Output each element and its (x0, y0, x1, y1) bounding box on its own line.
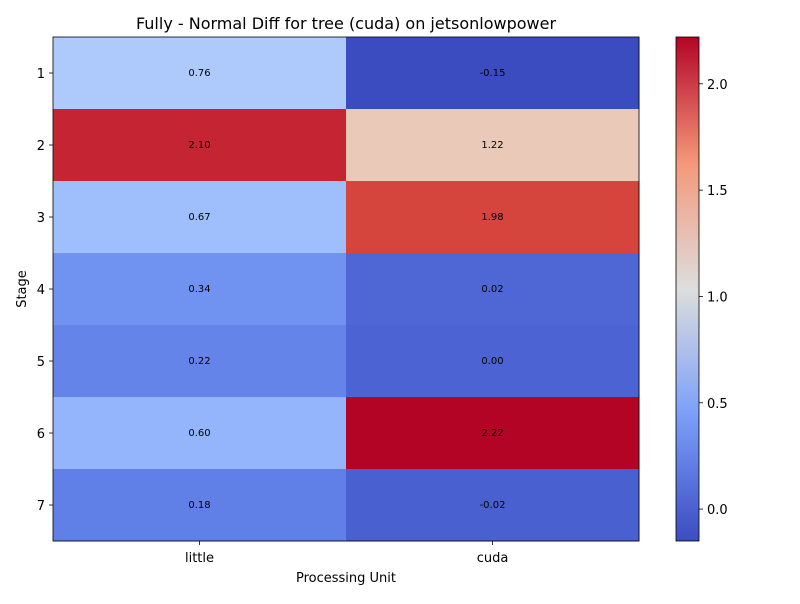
y-tick-label: 7 (37, 499, 45, 514)
cell-value-label: 1.22 (481, 140, 503, 151)
cell-value-label: 2.10 (188, 140, 210, 151)
y-tick-label: 6 (37, 427, 45, 442)
cell-value-label: 0.60 (188, 428, 210, 439)
colorbar-tick-label: 0.5 (707, 397, 728, 412)
y-tick-label: 5 (37, 355, 45, 370)
cell-value-label: -0.15 (480, 68, 506, 79)
chart-title: Fully - Normal Diff for tree (cuda) on j… (136, 14, 556, 33)
colorbar (675, 36, 700, 542)
colorbar-tick-label: 2.0 (707, 78, 728, 93)
cell-value-label: 0.18 (188, 500, 210, 511)
heatmap-cell (346, 469, 640, 542)
heatmap-cell (346, 325, 640, 398)
y-tick-label: 3 (37, 211, 45, 226)
cell-value-label: 0.02 (481, 284, 503, 295)
heatmap-cell-labels: 0.76 -0.15 2.10 1.22 0.67 1.98 0.34 0.02 0.22 0.0… (188, 68, 505, 511)
heatmap-cell (53, 469, 347, 542)
y-axis: 1 2 3 4 5 6 7 (37, 67, 53, 514)
y-axis-label: Stage (15, 270, 30, 308)
heatmap-cells (53, 37, 640, 542)
cell-value-label: -0.02 (480, 500, 506, 511)
cell-value-label: 1.98 (481, 212, 503, 223)
heatmap-cell (53, 253, 347, 326)
cell-value-label: 2.22 (481, 428, 503, 439)
heatmap-cell (346, 397, 640, 470)
heatmap-cell (53, 397, 347, 470)
colorbar-tick-label: 0.0 (707, 503, 728, 518)
colorbar-tick-label: 1.5 (707, 184, 728, 199)
x-tick-label: little (185, 551, 214, 566)
y-tick-label: 4 (37, 283, 45, 298)
cell-value-label: 0.67 (188, 212, 210, 223)
heatmap-cell (53, 181, 347, 254)
heatmap-cell (53, 325, 347, 398)
cell-value-label: 0.00 (481, 356, 503, 367)
x-axis: little cuda (185, 541, 508, 566)
heatmap-cell (53, 109, 347, 182)
y-tick-label: 2 (37, 139, 45, 154)
cell-value-label: 0.22 (188, 356, 210, 367)
heatmap-cell (346, 37, 640, 110)
heatmap-cell (346, 253, 640, 326)
cell-value-label: 0.34 (188, 284, 210, 295)
cell-value-label: 0.76 (188, 68, 210, 79)
heatmap-cell (346, 109, 640, 182)
heatmap-cell (53, 37, 347, 110)
y-tick-label: 1 (37, 67, 45, 82)
x-tick-label: cuda (477, 551, 509, 566)
heatmap-cell (346, 181, 640, 254)
colorbar-tick-label: 1.0 (707, 290, 728, 305)
x-axis-label: Processing Unit (296, 571, 396, 586)
colorbar-ticks: 0.0 0.5 1.0 1.5 2.0 (699, 78, 728, 518)
